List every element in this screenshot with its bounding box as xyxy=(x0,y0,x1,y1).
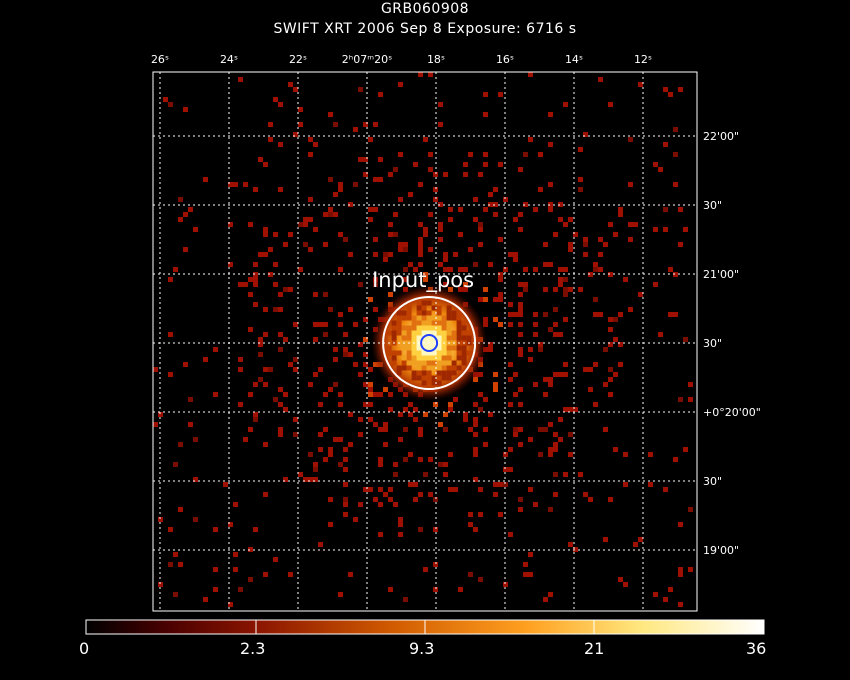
dec-tick-label: +0°20'00" xyxy=(703,406,761,419)
dec-tick-label: 30" xyxy=(703,475,722,488)
coordinate-grid xyxy=(153,72,697,611)
ra-tick-label: 22ˢ xyxy=(289,53,307,66)
dec-tick-label: 19'00" xyxy=(703,544,739,557)
colorbar-label-4: 21 xyxy=(584,639,605,658)
ra-tick-label: 16ˢ xyxy=(496,53,514,66)
ra-tick-labels: 26ˢ 24ˢ 22ˢ 2ʰ07ᵐ20ˢ 18ˢ 16ˢ 14ˢ 12ˢ xyxy=(151,53,652,66)
ra-tick-label: 2ʰ07ᵐ20ˢ xyxy=(342,53,392,66)
source-extraction-circle xyxy=(382,296,477,390)
ra-tick-label: 12ˢ xyxy=(634,53,652,66)
dec-tick-labels: 22'00" 30" 21'00" 30" +0°20'00" 30" 19'00" xyxy=(703,130,761,557)
image-title: GRB060908 xyxy=(380,1,470,17)
dec-tick-label: 30" xyxy=(703,337,722,350)
ra-tick-label: 18ˢ xyxy=(427,53,445,66)
colorbar-label-3: 9.3 xyxy=(409,639,435,658)
observation-subtitle: SWIFT XRT 2006 Sep 8 Exposure: 6716 s xyxy=(273,21,577,37)
dec-tick-label: 21'00" xyxy=(703,268,739,281)
dec-tick-label: 22'00" xyxy=(703,130,739,143)
colorbar-label-max: 36 xyxy=(746,639,767,658)
ra-tick-label: 24ˢ xyxy=(220,53,238,66)
colorbar-label-2: 2.3 xyxy=(240,639,266,658)
source-label: Input_pos xyxy=(372,268,474,293)
ra-tick-label: 14ˢ xyxy=(565,53,583,66)
ra-tick-label: 26ˢ xyxy=(151,53,169,66)
colorbar-label-min: 0 xyxy=(79,639,90,658)
position-error-circle xyxy=(420,334,439,352)
photon-count-pixels xyxy=(153,72,693,607)
image-frame xyxy=(152,71,698,612)
dec-tick-label: 30" xyxy=(703,199,722,212)
